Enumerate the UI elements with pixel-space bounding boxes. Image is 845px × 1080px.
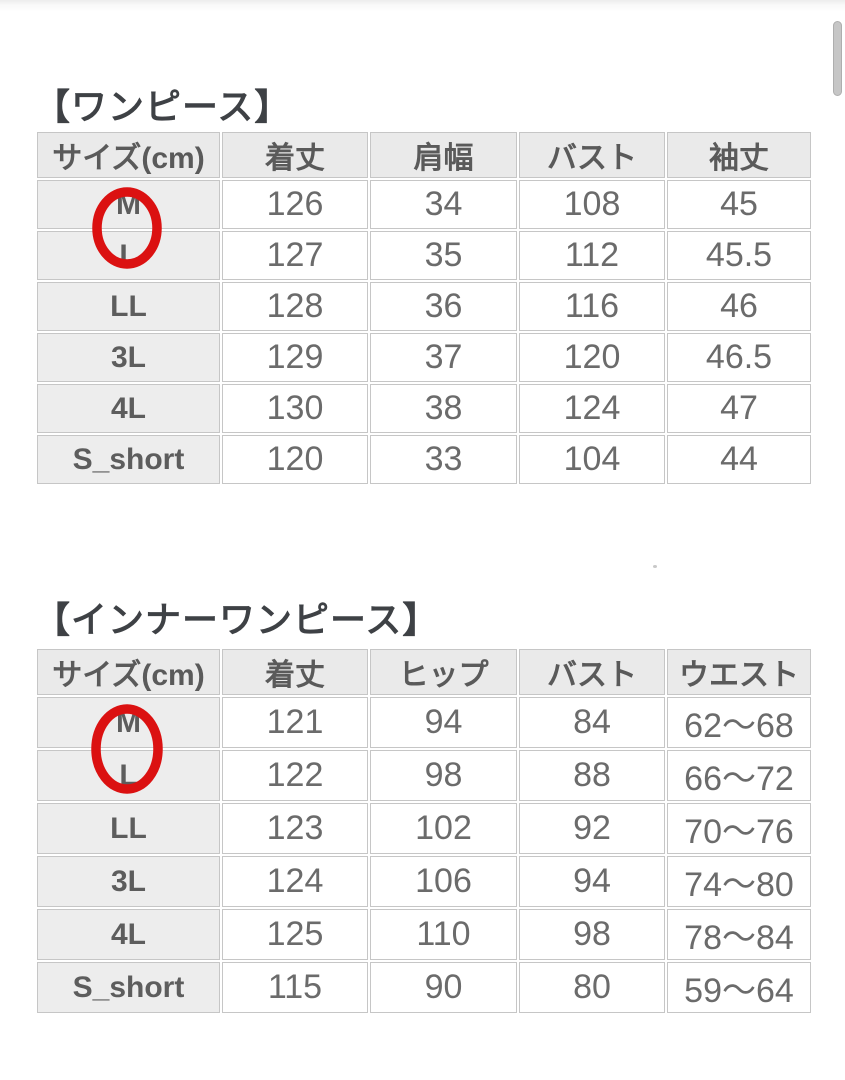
value-cell: 94: [519, 856, 665, 907]
scrollbar-thumb[interactable]: [833, 21, 842, 96]
value-cell: 70～76: [667, 803, 811, 854]
value-cell: 124: [222, 856, 368, 907]
value-cell: 106: [370, 856, 517, 907]
value-cell: 34: [370, 180, 517, 229]
value-cell: 78～84: [667, 909, 811, 960]
value-cell: 108: [519, 180, 665, 229]
value-cell: 102: [370, 803, 517, 854]
size-cell: LL: [37, 803, 220, 854]
value-cell: 94: [370, 697, 517, 748]
header-cell: サイズ(cm): [37, 649, 220, 695]
value-cell: 126: [222, 180, 368, 229]
value-cell: 129: [222, 333, 368, 382]
value-cell: 84: [519, 697, 665, 748]
value-cell: 120: [519, 333, 665, 382]
value-cell: 98: [370, 750, 517, 801]
table-row: 4L 125 110 98 78～84: [37, 909, 811, 960]
header-cell: バスト: [519, 649, 665, 695]
value-cell: 66～72: [667, 750, 811, 801]
table-row: 4L 130 38 124 47: [37, 384, 811, 433]
size-cell: 3L: [37, 856, 220, 907]
table-row: LL 128 36 116 46: [37, 282, 811, 331]
value-cell: 115: [222, 962, 368, 1013]
value-cell: 116: [519, 282, 665, 331]
value-cell: 36: [370, 282, 517, 331]
table-row: L 127 35 112 45.5: [37, 231, 811, 280]
value-cell: 121: [222, 697, 368, 748]
value-cell: 62～68: [667, 697, 811, 748]
value-cell: 122: [222, 750, 368, 801]
table-row: M 121 94 84 62～68: [37, 697, 811, 748]
header-cell: ヒップ: [370, 649, 517, 695]
value-cell: 104: [519, 435, 665, 484]
size-cell: 4L: [37, 384, 220, 433]
value-cell: 128: [222, 282, 368, 331]
value-cell: 45.5: [667, 231, 811, 280]
size-cell: S_short: [37, 435, 220, 484]
value-cell: 112: [519, 231, 665, 280]
table-row: 3L 124 106 94 74～80: [37, 856, 811, 907]
header-cell: バスト: [519, 132, 665, 178]
value-cell: 124: [519, 384, 665, 433]
value-cell: 47: [667, 384, 811, 433]
value-cell: 59～64: [667, 962, 811, 1013]
value-cell: 46.5: [667, 333, 811, 382]
size-cell: M: [37, 180, 220, 229]
size-table-onepiece: サイズ(cm) 着丈 肩幅 バスト 袖丈 M 126 34 108 45 L 127 35 112 45.…: [35, 130, 813, 486]
value-cell: 33: [370, 435, 517, 484]
value-cell: 125: [222, 909, 368, 960]
value-cell: 110: [370, 909, 517, 960]
value-cell: 37: [370, 333, 517, 382]
size-cell: LL: [37, 282, 220, 331]
table-row: S_short 120 33 104 44: [37, 435, 811, 484]
value-cell: 44: [667, 435, 811, 484]
size-cell: 4L: [37, 909, 220, 960]
table-row: S_short 115 90 80 59～64: [37, 962, 811, 1013]
size-cell: 3L: [37, 333, 220, 382]
table-row: M 126 34 108 45: [37, 180, 811, 229]
value-cell: 123: [222, 803, 368, 854]
value-cell: 98: [519, 909, 665, 960]
header-row: サイズ(cm) 着丈 肩幅 バスト 袖丈: [37, 132, 811, 178]
table-row: L 122 98 88 66～72: [37, 750, 811, 801]
value-cell: 46: [667, 282, 811, 331]
value-cell: 127: [222, 231, 368, 280]
header-cell: 着丈: [222, 132, 368, 178]
size-cell: L: [37, 750, 220, 801]
value-cell: 120: [222, 435, 368, 484]
header-cell: 着丈: [222, 649, 368, 695]
header-cell: ウエスト: [667, 649, 811, 695]
value-cell: 130: [222, 384, 368, 433]
size-cell: L: [37, 231, 220, 280]
header-cell: 袖丈: [667, 132, 811, 178]
value-cell: 92: [519, 803, 665, 854]
value-cell: 45: [667, 180, 811, 229]
table-row: LL 123 102 92 70～76: [37, 803, 811, 854]
top-edge-fade: [0, 0, 845, 12]
value-cell: 90: [370, 962, 517, 1013]
section-title-inner-onepiece: 【インナーワンピース】: [34, 598, 440, 640]
value-cell: 38: [370, 384, 517, 433]
value-cell: 74～80: [667, 856, 811, 907]
section-title-onepiece: 【ワンピース】: [34, 85, 292, 127]
header-row: サイズ(cm) 着丈 ヒップ バスト ウエスト: [37, 649, 811, 695]
size-cell: S_short: [37, 962, 220, 1013]
header-cell: 肩幅: [370, 132, 517, 178]
dust-speck: [653, 565, 657, 568]
table-row: 3L 129 37 120 46.5: [37, 333, 811, 382]
value-cell: 35: [370, 231, 517, 280]
size-cell: M: [37, 697, 220, 748]
value-cell: 88: [519, 750, 665, 801]
header-cell: サイズ(cm): [37, 132, 220, 178]
value-cell: 80: [519, 962, 665, 1013]
size-table-inner-onepiece: サイズ(cm) 着丈 ヒップ バスト ウエスト M 121 94 84 62～68 L 122 98 8…: [35, 647, 813, 1015]
